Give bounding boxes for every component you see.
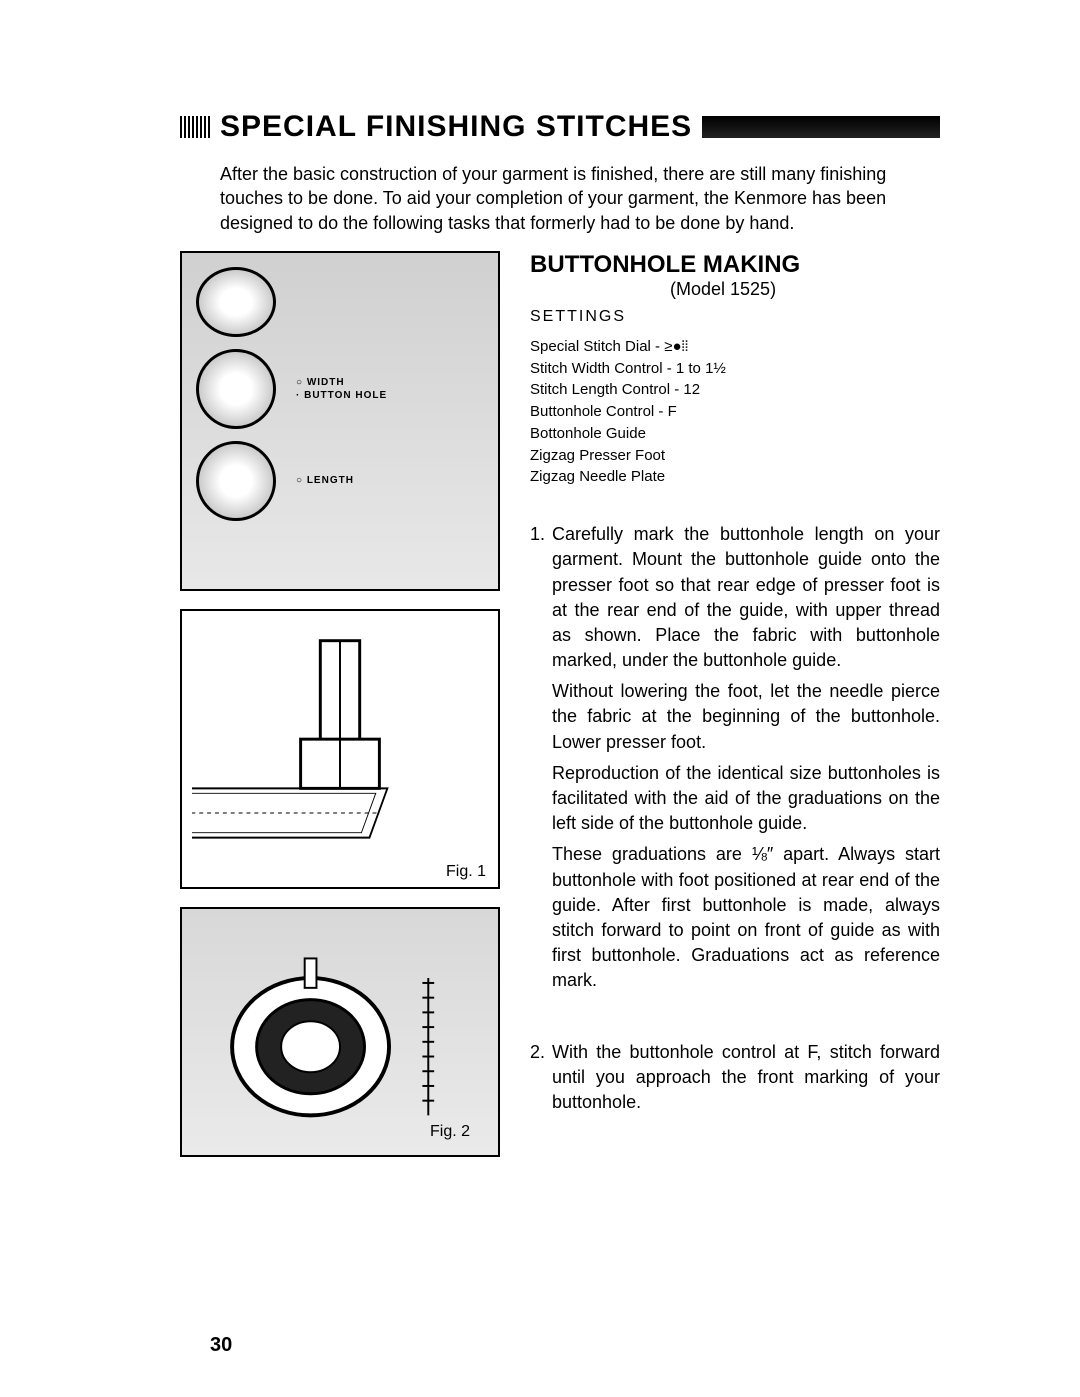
text-column: BUTTONHOLE MAKING (Model 1525) SETTINGS … (530, 251, 940, 1175)
instruction-step: 2. With the buttonhole control at F, sti… (530, 1040, 940, 1122)
title-rule (702, 116, 940, 138)
setting-item: Zigzag Needle Plate (530, 466, 940, 488)
width-dial-icon (196, 349, 276, 429)
figure-caption: Fig. 2 (430, 1123, 470, 1141)
step-body: Carefully mark the buttonhole length on … (552, 522, 940, 999)
step-number: 2. (530, 1040, 552, 1122)
step-paragraph: Without lowering the foot, let the needl… (552, 679, 940, 755)
figure-settings-dials: ○ WIDTH · BUTTON HOLE ○ LENGTH (180, 251, 500, 591)
step-paragraph: Carefully mark the buttonhole length on … (552, 522, 940, 673)
figures-column: ○ WIDTH · BUTTON HOLE ○ LENGTH Fig. 1 (180, 251, 500, 1175)
figure-caption: Fig. 1 (446, 863, 486, 881)
section-title: BUTTONHOLE MAKING (530, 251, 940, 279)
settings-list: Special Stitch Dial - ≥●⦙⦙ Stitch Width … (530, 336, 940, 488)
stitch-dial-icon (196, 267, 276, 337)
setting-item: Buttonhole Control - F (530, 401, 940, 423)
instruction-step: 1. Carefully mark the buttonhole length … (530, 522, 940, 999)
settings-heading: SETTINGS (530, 308, 940, 326)
figure-dial-closeup: Fig. 2 (180, 907, 500, 1157)
setting-item: Special Stitch Dial - ≥●⦙⦙ (530, 336, 940, 358)
setting-item: Stitch Length Control - 12 (530, 379, 940, 401)
setting-item: Zigzag Presser Foot (530, 445, 940, 467)
stitch-icon (180, 116, 210, 138)
title-row: SPECIAL FINISHING STITCHES (180, 110, 940, 144)
step-paragraph: These graduations are ⅛″ apart. Always s… (552, 842, 940, 993)
dial-label-length: ○ LENGTH (296, 474, 354, 487)
dial-label-width: ○ WIDTH · BUTTON HOLE (296, 376, 387, 402)
page-title: SPECIAL FINISHING STITCHES (220, 110, 692, 144)
setting-item: Bottonhole Guide (530, 423, 940, 445)
presser-foot-illustration-icon (192, 621, 488, 877)
intro-paragraph: After the basic construction of your gar… (220, 162, 940, 235)
setting-item: Stitch Width Control - 1 to 1½ (530, 358, 940, 380)
step-paragraph: With the buttonhole control at F, stitch… (552, 1040, 940, 1116)
step-paragraph: Reproduction of the identical size butto… (552, 761, 940, 837)
step-number: 1. (530, 522, 552, 999)
buttonhole-dial-icon (202, 929, 478, 1135)
figure-presser-foot: Fig. 1 (180, 609, 500, 889)
model-number: (Model 1525) (670, 279, 940, 300)
length-dial-icon (196, 441, 276, 521)
step-body: With the buttonhole control at F, stitch… (552, 1040, 940, 1122)
page-number: 30 (210, 1334, 232, 1357)
